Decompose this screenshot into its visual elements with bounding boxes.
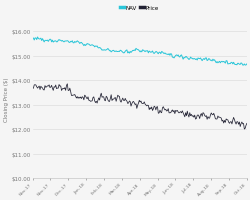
NAV <box>62 41 65 44</box>
NAV <box>122 52 124 55</box>
Price <box>56 87 59 90</box>
NAV <box>31 38 34 40</box>
NAV <box>204 57 207 60</box>
Price <box>242 128 245 131</box>
NAV <box>243 65 246 67</box>
NAV <box>235 63 238 65</box>
Price <box>244 123 247 125</box>
Legend: NAV, Price: NAV, Price <box>118 4 161 13</box>
Y-axis label: Closing Price ($): Closing Price ($) <box>4 77 9 121</box>
Price <box>122 100 124 102</box>
Price <box>66 83 68 86</box>
Price <box>31 87 34 90</box>
Price <box>204 115 207 117</box>
NAV <box>57 39 60 42</box>
NAV <box>36 37 39 39</box>
Line: Price: Price <box>32 84 246 129</box>
NAV <box>121 52 124 54</box>
Price <box>121 97 124 100</box>
Price <box>62 88 64 90</box>
NAV <box>244 63 247 66</box>
Line: NAV: NAV <box>32 38 246 66</box>
Price <box>235 121 238 123</box>
